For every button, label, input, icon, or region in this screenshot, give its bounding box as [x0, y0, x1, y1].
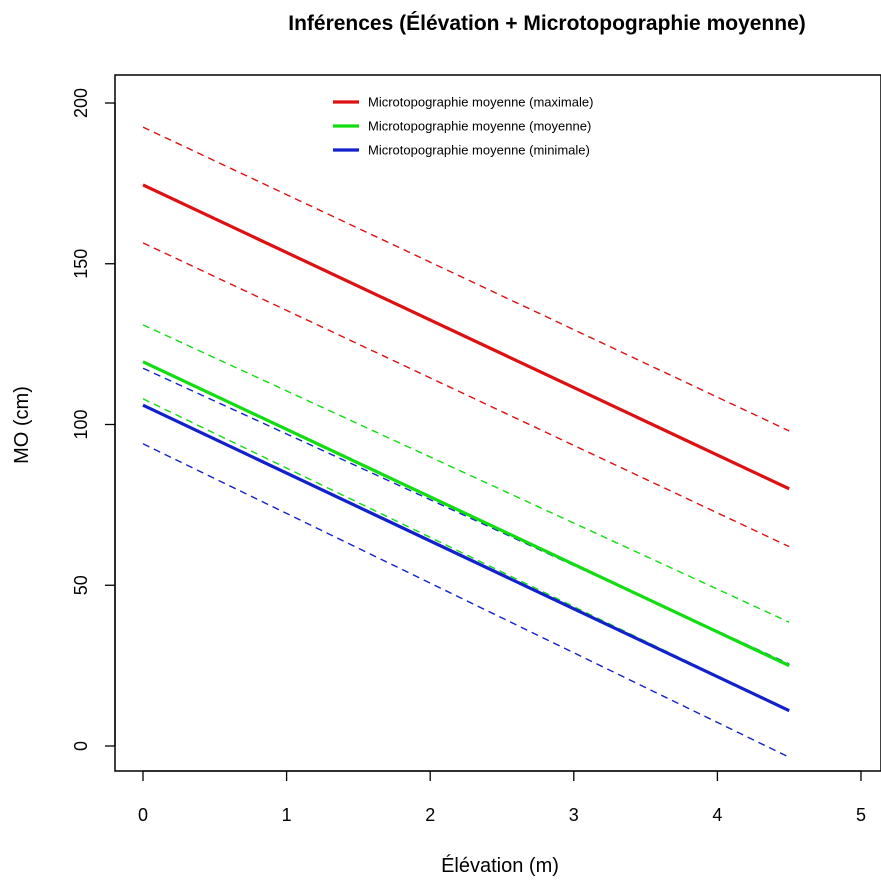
legend: Microtopographie moyenne (maximale) Micro…	[333, 95, 593, 158]
chart-title: Inférences (Élévation + Microtopographie…	[288, 12, 806, 35]
y-axis-label: MO (cm)	[11, 386, 33, 464]
legend-label: Microtopographie moyenne (maximale)	[368, 95, 593, 110]
x-axis: 0 1 2 3 4 5	[138, 770, 866, 825]
legend-label: Microtopographie moyenne (moyenne)	[368, 119, 591, 134]
plot-frame	[114, 74, 881, 772]
y-tick-label: 50	[71, 575, 91, 595]
x-tick-label: 2	[425, 805, 435, 825]
x-axis-label: Élévation (m)	[441, 854, 559, 877]
y-axis: 0 50 100 150 200	[71, 88, 116, 751]
x-tick-label: 3	[569, 805, 579, 825]
series-lines	[142, 126, 790, 758]
series-2-fit-line	[142, 403, 790, 713]
series-2-lower-bound	[142, 443, 790, 758]
x-tick-label: 1	[282, 805, 292, 825]
y-tick-label: 0	[71, 741, 91, 751]
series-1-upper-bound	[142, 324, 790, 623]
x-tick-label: 0	[138, 805, 148, 825]
legend-label: Microtopographie moyenne (minimale)	[368, 143, 590, 158]
series-0-upper-bound	[142, 126, 790, 432]
series-0-lower-bound	[142, 242, 790, 548]
x-tick-label: 4	[712, 805, 722, 825]
x-tick-label: 5	[856, 805, 866, 825]
y-tick-label: 150	[71, 249, 91, 279]
y-tick-label: 200	[71, 88, 91, 118]
series-0-fit-line	[142, 183, 790, 491]
series-1-fit-line	[142, 360, 790, 668]
y-tick-label: 100	[71, 409, 91, 439]
